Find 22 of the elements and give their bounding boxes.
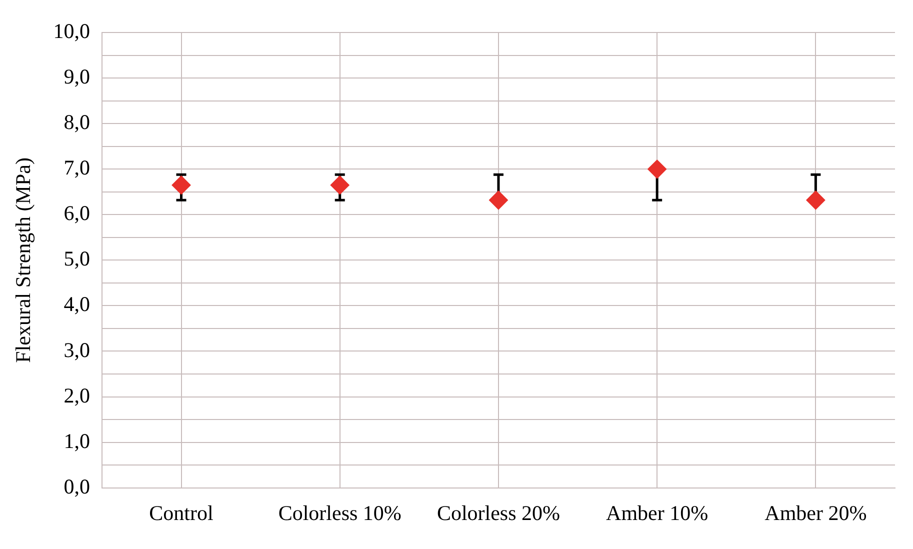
- y-tick-label: 10,0: [53, 19, 90, 44]
- y-tick-label: 7,0: [64, 156, 90, 180]
- y-tick-label: 0,0: [64, 474, 90, 498]
- y-tick-label: 1,0: [64, 428, 90, 453]
- x-tick-label: Colorless 20%: [436, 500, 560, 525]
- x-tick-label: Control: [149, 500, 214, 525]
- y-tick-label: 2,0: [64, 383, 90, 408]
- y-tick-label: 8,0: [64, 110, 90, 134]
- y-tick-label: 3,0: [64, 338, 90, 362]
- point: [806, 190, 826, 210]
- x-tick-label: Colorless 10%: [278, 500, 402, 525]
- point: [648, 160, 667, 179]
- y-tick-label: 9,0: [64, 64, 90, 89]
- y-tick-label: 5,0: [64, 246, 90, 271]
- y-tick-label: 6,0: [64, 201, 90, 226]
- point: [488, 190, 508, 210]
- x-tick-label: Amber 10%: [606, 500, 708, 525]
- point: [172, 176, 191, 195]
- x-tick-label: Amber 20%: [764, 500, 867, 525]
- y-tick-label: 4,0: [64, 292, 90, 316]
- y-axis-title: Flexural Strength (MPa): [11, 158, 36, 363]
- point: [330, 176, 350, 195]
